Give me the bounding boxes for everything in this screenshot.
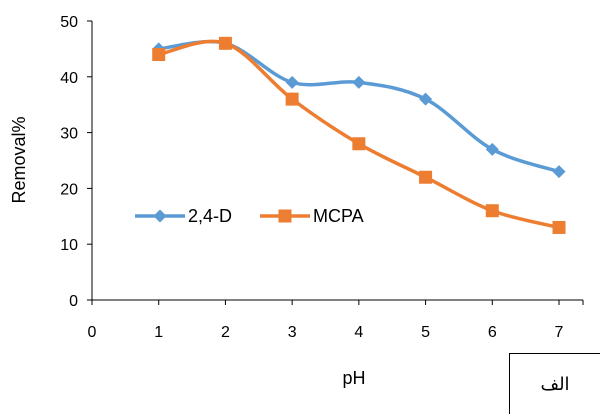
panel-label: الف — [540, 373, 570, 394]
series-mcpa — [152, 36, 566, 234]
data-point — [152, 47, 166, 61]
x-tick-label: 1 — [154, 324, 163, 341]
x-tick-label: 2 — [221, 324, 230, 341]
y-tick-label: 10 — [60, 237, 78, 254]
data-point — [352, 75, 366, 89]
legend: 2,4-D MCPA — [135, 206, 364, 226]
y-tick-label: 50 — [60, 14, 78, 31]
data-point — [419, 170, 433, 184]
panel-label-box: الف — [509, 353, 600, 414]
x-tick-label: 5 — [421, 324, 430, 341]
x-tick-label: 0 — [88, 324, 97, 341]
y-tick-label: 20 — [60, 181, 78, 198]
y-axis-title: Removal% — [9, 116, 29, 203]
legend-swatch-marker — [153, 209, 167, 223]
data-point — [419, 92, 433, 106]
y-tick-labels: 0 10 20 30 40 50 — [60, 14, 78, 310]
data-point — [485, 142, 499, 156]
series-line — [158, 39, 560, 230]
y-tick-label: 40 — [60, 70, 78, 87]
x-tick-labels: 0 1 2 3 4 5 6 7 — [88, 324, 564, 341]
x-tick-label: 7 — [555, 324, 564, 341]
x-axis-title: pH — [342, 368, 365, 388]
legend-label: 2,4-D — [188, 206, 232, 226]
x-tick-label: 6 — [488, 324, 497, 341]
x-tick-label: 3 — [288, 324, 297, 341]
legend-item: MCPA — [260, 206, 364, 226]
series-line — [158, 39, 560, 174]
data-point — [485, 204, 499, 218]
x-tick-label: 4 — [354, 324, 363, 341]
data-point — [552, 220, 566, 234]
legend-item: 2,4-D — [135, 206, 232, 226]
series-layer — [152, 36, 566, 234]
data-point — [285, 92, 299, 106]
series-two-four-d — [152, 36, 566, 179]
legend-swatch-marker — [278, 209, 292, 223]
data-point — [285, 75, 299, 89]
y-tick-label: 30 — [60, 126, 78, 143]
y-tick-label: 0 — [69, 293, 78, 310]
data-point — [552, 165, 566, 179]
legend-label: MCPA — [313, 206, 364, 226]
axes — [87, 20, 584, 305]
data-point — [218, 36, 232, 50]
data-point — [352, 137, 366, 151]
